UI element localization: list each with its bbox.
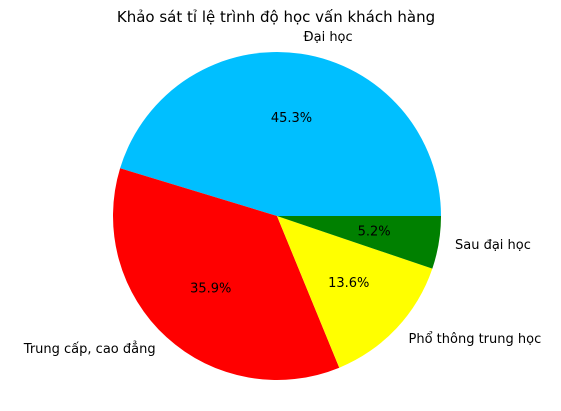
percent-labels: 45.3% 35.9% 13.6% 5.2% [190, 111, 390, 296]
pie-slice-pho-thong-trung-hoc [277, 216, 433, 368]
pie-slice-dai-hoc [120, 52, 442, 216]
category-label-sau-dai-hoc: Sau đại học [455, 238, 531, 253]
pie-slice-sau-dai-hoc [277, 216, 441, 269]
category-label-pho-thong-trung-hoc: Phổ thông trung học [409, 332, 542, 347]
percent-label-dai-hoc: 45.3% [271, 111, 312, 126]
percent-label-trung-cap-cao-dang: 35.9% [190, 281, 231, 296]
pie-slices [112, 52, 442, 381]
category-labels: Đại học Trung cấp, cao đẳng Phổ thông trun… [23, 30, 541, 357]
chart-title: Khảo sát tỉ lệ trình độ học vấn khách hà… [117, 8, 435, 26]
percent-label-pho-thong-trung-hoc: 13.6% [328, 276, 369, 291]
category-label-dai-hoc: Đại học [304, 30, 353, 45]
pie-slice-trung-cap-cao-dang [112, 168, 340, 381]
percent-label-sau-dai-hoc: 5.2% [358, 225, 391, 240]
category-label-trung-cap-cao-dang: Trung cấp, cao đẳng [23, 341, 156, 357]
